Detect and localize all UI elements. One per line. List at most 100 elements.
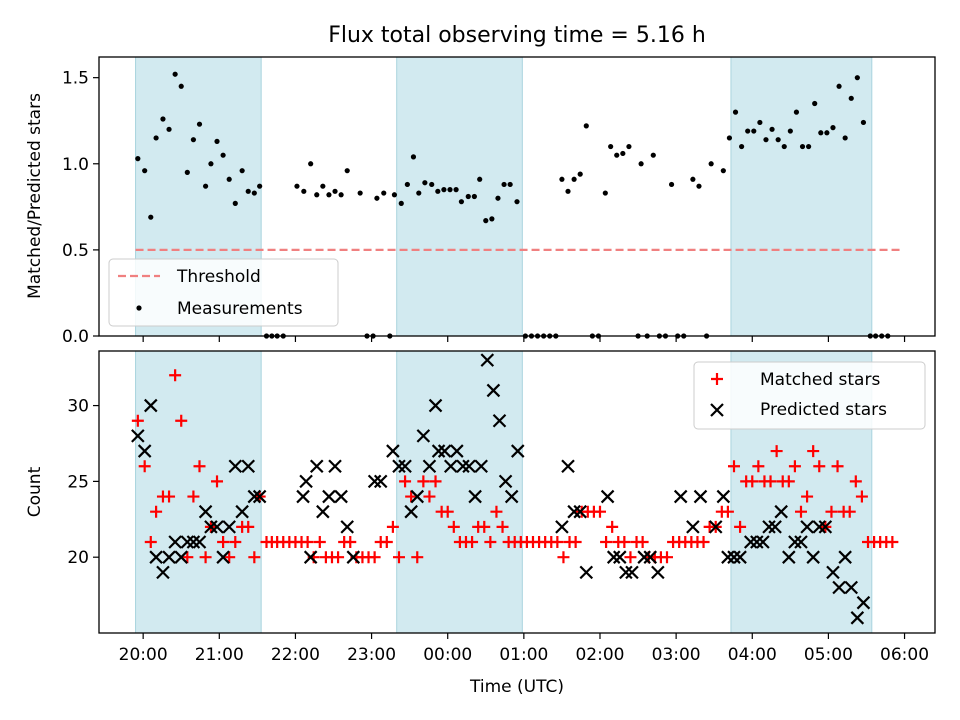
top-y-tick-label: 0.0 [62,327,89,347]
x-tick-label: 01:00 [499,645,548,665]
measurement-point [429,181,435,188]
predicted-star-point [334,489,348,504]
measurement-point [830,125,836,131]
predicted-star-point [788,535,802,549]
x-tick-label: 02:00 [575,645,624,665]
predicted-star-point [468,489,482,504]
matched-star-point [368,551,381,564]
matched-star-point [411,551,424,564]
x-tick-label: 04:00 [728,645,777,665]
x-tick-label: 22:00 [271,645,320,665]
measurement-point [410,154,417,160]
predicted-star-point [162,550,176,564]
matched-star-point [187,490,200,503]
matched-star-point [405,490,418,503]
measurement-point [308,161,314,167]
measurement-point [696,183,702,189]
matched-star-point [211,475,224,488]
predicted-star-point [768,520,782,534]
matched-star-point [660,551,673,564]
bottom-y-axis-label: Count [25,466,45,517]
matched-star-point [801,490,814,503]
predicted-star-point [416,429,431,443]
predicted-star-point [727,550,741,564]
predicted-star-point [322,489,336,504]
predicted-star-point [750,535,764,549]
measurement-point [374,195,380,201]
measurement-point [435,188,441,194]
predicted-star-point [480,353,495,367]
predicted-star-point [818,520,833,534]
predicted-star-point [222,520,236,534]
predicted-star-point [296,489,310,504]
matched-star-point [441,505,454,518]
measurement-point [726,135,733,141]
matched-star-point [169,369,182,382]
measurement-point [381,190,387,196]
matched-star-point [788,460,801,473]
predicted-star-point [600,489,615,504]
matched-star-point [697,536,710,549]
matched-star-point [764,475,777,488]
matched-star-point [551,536,564,549]
matched-star-point [392,551,405,564]
matched-star-point [301,536,314,549]
matched-star-point [447,520,460,533]
predicted-star-point [235,504,249,519]
matched-star-point [886,536,899,549]
measurement-point [812,100,818,107]
measurement-point [763,137,769,143]
measurement-point [614,152,620,158]
matched-star-point [163,490,176,503]
predicted-star-point [619,565,633,580]
measurement-point [166,126,172,132]
predicted-star-point [137,444,152,458]
matched-star-point [386,520,399,533]
measurement-point [565,188,571,194]
predicted-star-point [498,474,513,489]
measurement-point [226,176,232,182]
predicted-star-point [643,550,658,564]
measurement-point [781,143,787,150]
bottom-panel: 20 25 30 20:00 21:00 22:00 23:00 00:00 01:00 02:… [25,350,936,697]
measurement-point [172,71,178,77]
measurement-point [577,171,583,177]
predicted-star-point [241,459,256,474]
matched-star-point [855,490,868,503]
legend-measurements-swatch [136,305,142,311]
chart-title: Flux total observing time = 5.16 h [328,23,706,48]
matched-star-point [478,520,491,533]
matched-star-point [248,551,261,564]
measurement-point [398,200,404,206]
measurement-point [775,137,781,143]
predicted-star-point [131,429,145,443]
predicted-star-point [800,520,814,534]
measurement-point [793,109,800,115]
x-tick-label: 23:00 [347,645,396,665]
predicted-star-point [149,550,163,564]
predicted-star-point [812,520,827,534]
predicted-star-point [346,550,361,564]
matched-star-point [825,505,838,518]
measurement-point [787,128,793,134]
predicted-star-point [826,565,840,580]
measurement-point [338,192,344,198]
predicted-star-point [782,550,796,564]
matched-star-point [794,505,807,518]
matched-star-point [217,536,230,549]
measurement-point [848,95,854,101]
predicted-star-point [186,535,201,549]
measurement-point [514,199,520,205]
measurement-point [650,152,656,158]
matched-star-point [624,551,637,564]
top-shaded-regions [135,56,873,337]
legend-measurements-label: Measurements [177,299,303,319]
top-y-tick-label: 1.0 [62,155,89,175]
matched-star-point [332,551,345,564]
predicted-star-point [143,398,158,413]
predicted-star-point [716,489,731,504]
predicted-star-point [309,459,324,474]
matched-star-point [727,460,740,473]
measurement-point [638,161,644,167]
measurement-point [196,121,203,127]
